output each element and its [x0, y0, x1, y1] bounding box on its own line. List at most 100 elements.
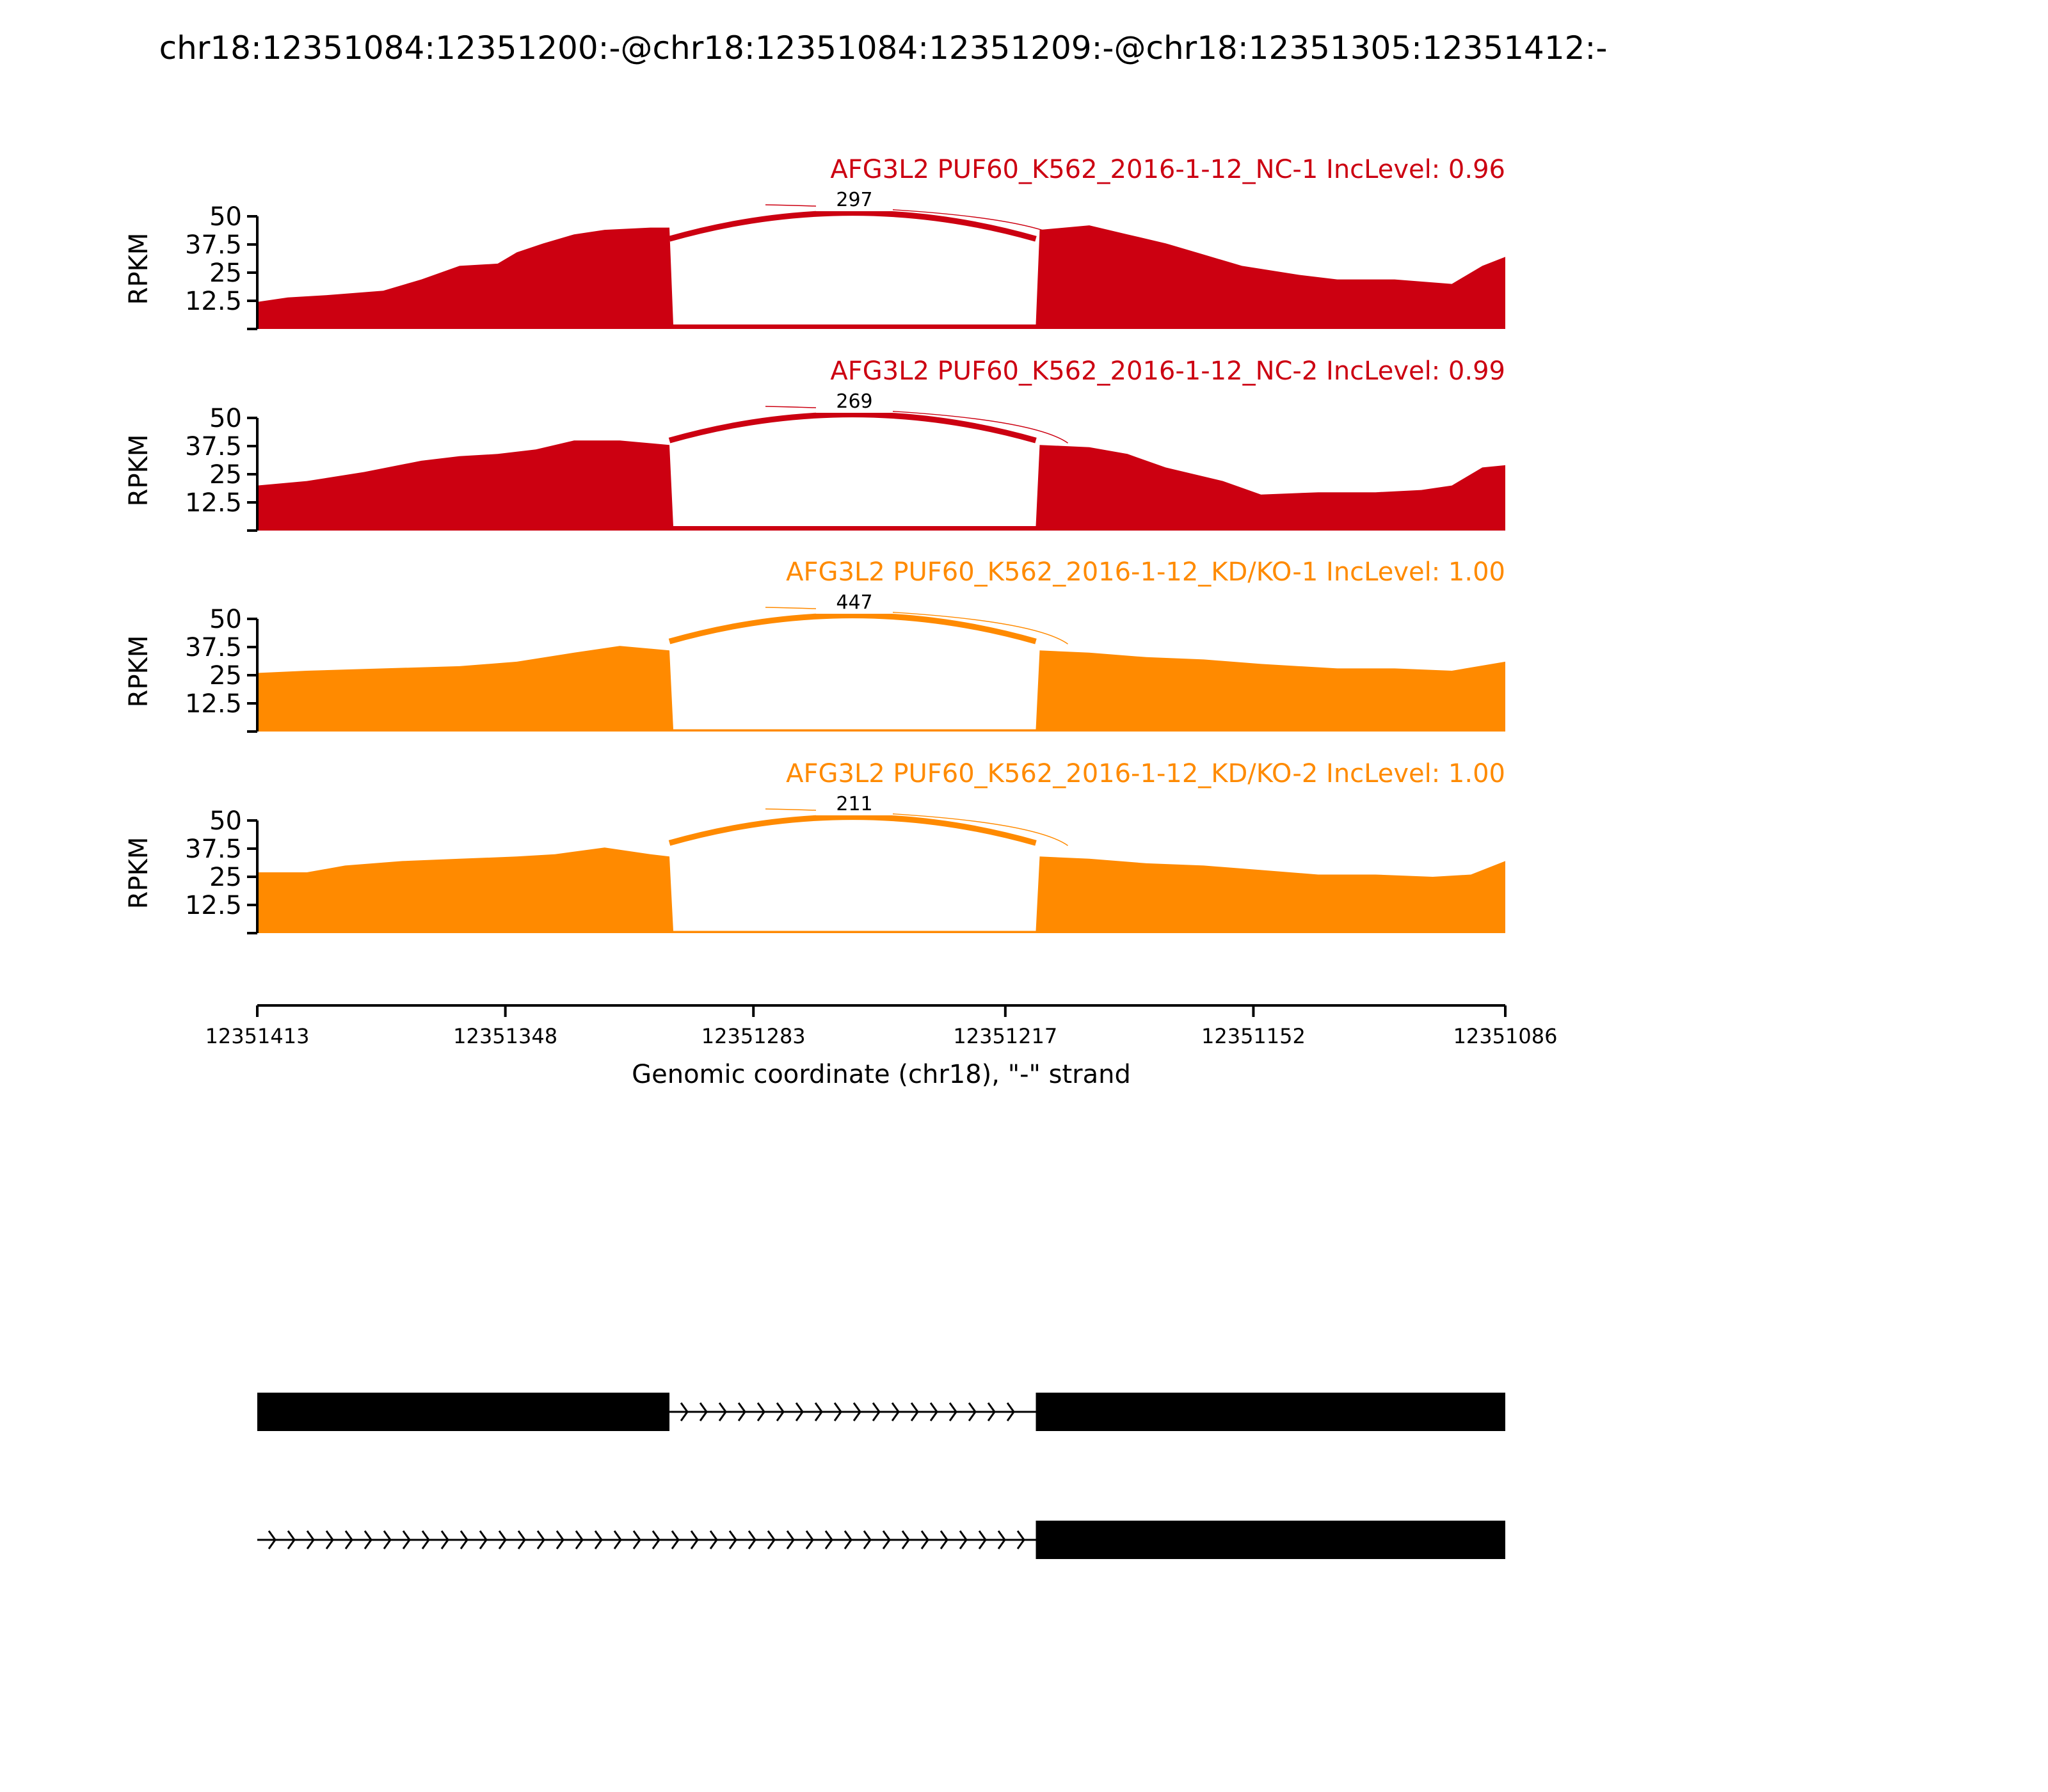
strand-chevron	[833, 1402, 842, 1421]
track-label: AFG3L2 PUF60_K562_2016-1-12_KD/KO-1 IncL…	[786, 557, 1505, 587]
x-tick-label: 12351413	[205, 1024, 310, 1048]
y-tick-label: 50	[209, 202, 242, 232]
junction-count: 297	[836, 189, 872, 211]
strand-chevron	[421, 1530, 430, 1549]
y-tick-label: 25	[209, 863, 242, 892]
y-tick-label: 37.5	[185, 230, 242, 260]
exon-block	[1036, 1393, 1505, 1431]
coverage-track-1: 297 AFG3L2 PUF60_K562_2016-1-12_NC-1 IncL…	[124, 155, 1505, 330]
coverage-track-3: 447 AFG3L2 PUF60_K562_2016-1-12_KD/KO-1 I…	[124, 557, 1505, 733]
strand-chevron	[748, 1530, 756, 1549]
strand-chevron	[891, 1402, 900, 1421]
strand-chevron	[805, 1530, 814, 1549]
track-label: AFG3L2 PUF60_K562_2016-1-12_NC-1 IncLeve…	[830, 155, 1505, 184]
strand-chevron	[767, 1530, 776, 1549]
strand-chevron	[978, 1530, 987, 1549]
strand-chevron	[776, 1402, 785, 1421]
strand-chevron	[795, 1402, 804, 1421]
strand-chevron	[929, 1402, 938, 1421]
x-tick-label: 12351348	[453, 1024, 557, 1048]
strand-chevron	[498, 1530, 507, 1549]
strand-chevron	[901, 1530, 910, 1549]
strand-chevron	[1016, 1530, 1025, 1549]
y-tick-label: 12.5	[185, 287, 242, 316]
strand-chevron	[690, 1530, 699, 1549]
strand-chevron	[325, 1530, 334, 1549]
junction-arc	[668, 814, 1037, 846]
strand-chevron	[718, 1402, 727, 1421]
y-tick-label: 37.5	[185, 835, 242, 864]
junction-count-bg	[816, 791, 893, 815]
y-tick-label: 50	[209, 806, 242, 836]
y-tick-label: 25	[209, 661, 242, 691]
strand-chevron	[1006, 1402, 1015, 1421]
y-axis-label: RPKM	[124, 837, 154, 909]
strand-chevron	[517, 1530, 526, 1549]
junction-count-bg	[816, 187, 893, 211]
strand-chevron	[872, 1402, 881, 1421]
junction-count: 447	[836, 591, 872, 614]
junction-arc	[668, 210, 1037, 242]
strand-chevron	[632, 1530, 641, 1549]
track-label: AFG3L2 PUF60_K562_2016-1-12_KD/KO-2 IncL…	[786, 759, 1505, 788]
strand-chevron	[364, 1530, 372, 1549]
strand-chevron	[968, 1402, 977, 1421]
y-tick-label: 37.5	[185, 633, 242, 662]
strand-chevron	[959, 1530, 968, 1549]
y-tick-label: 12.5	[185, 891, 242, 920]
x-tick-label: 12351152	[1201, 1024, 1306, 1048]
strand-chevron	[594, 1530, 603, 1549]
isoform-2	[257, 1521, 1505, 1559]
strand-chevron	[786, 1530, 795, 1549]
x-axis: 12351413 12351348 12351283 12351217 12351152…	[205, 1004, 1558, 1048]
coverage-tracks: 297 AFG3L2 PUF60_K562_2016-1-12_NC-1 IncL…	[124, 155, 1505, 934]
strand-chevron	[402, 1530, 411, 1549]
strand-chevron	[652, 1530, 660, 1549]
strand-chevron	[737, 1402, 746, 1421]
strand-chevron	[709, 1530, 718, 1549]
junction-arc	[668, 612, 1037, 644]
exon-block	[257, 1393, 670, 1431]
strand-chevron	[344, 1530, 353, 1549]
x-axis-label: Genomic coordinate (chr18), "-" strand	[632, 1060, 1131, 1089]
strand-chevron	[680, 1402, 689, 1421]
strand-chevron	[910, 1402, 919, 1421]
figure-title: chr18:12351084:12351200:-@chr18:12351084…	[159, 29, 1608, 67]
coverage-track-4: 211 AFG3L2 PUF60_K562_2016-1-12_KD/KO-2 I…	[124, 759, 1505, 934]
x-tick-label: 12351086	[1453, 1024, 1558, 1048]
exon-block	[1036, 1521, 1505, 1559]
y-axis-label: RPKM	[124, 435, 154, 507]
y-tick-label: 25	[209, 259, 242, 288]
y-tick-label: 25	[209, 460, 242, 490]
coverage-area	[257, 440, 1505, 531]
strand-chevron	[940, 1530, 948, 1549]
strand-chevron	[440, 1530, 449, 1549]
strand-chevron	[306, 1530, 315, 1549]
strand-chevron	[852, 1402, 861, 1421]
isoform-1	[257, 1393, 1505, 1431]
track-label: AFG3L2 PUF60_K562_2016-1-12_NC-2 IncLeve…	[830, 356, 1505, 386]
strand-chevron	[824, 1530, 833, 1549]
strand-chevron	[987, 1402, 996, 1421]
isoform-structures	[257, 1393, 1505, 1559]
x-tick-label: 12351217	[953, 1024, 1057, 1048]
strand-chevron	[460, 1530, 468, 1549]
y-axis-label: RPKM	[124, 636, 154, 708]
y-axis-label: RPKM	[124, 233, 154, 305]
strand-chevron	[844, 1530, 852, 1549]
junction-arc	[668, 412, 1037, 444]
strand-chevron	[575, 1530, 584, 1549]
y-tick-label: 37.5	[185, 432, 242, 461]
strand-chevron	[997, 1530, 1006, 1549]
strand-chevron	[699, 1402, 708, 1421]
strand-chevron	[728, 1530, 737, 1549]
y-tick-label: 50	[209, 605, 242, 634]
x-tick-label: 12351283	[701, 1024, 806, 1048]
junction-count-bg	[816, 589, 893, 614]
strand-chevron	[556, 1530, 564, 1549]
y-tick-label: 12.5	[185, 689, 242, 719]
strand-chevron	[882, 1530, 891, 1549]
junction-count: 211	[836, 793, 872, 815]
y-tick-label: 12.5	[185, 488, 242, 518]
